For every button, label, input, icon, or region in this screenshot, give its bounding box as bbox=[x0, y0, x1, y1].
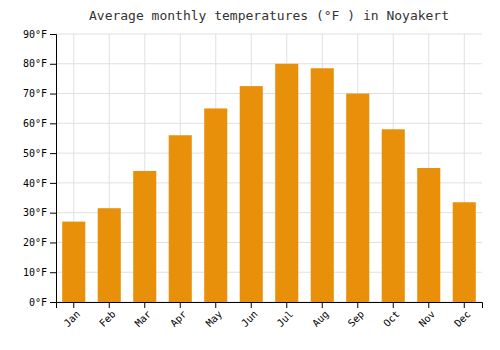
tick: Dec bbox=[452, 302, 473, 329]
tick-mark bbox=[286, 302, 287, 308]
tick-label: Jan bbox=[62, 308, 83, 329]
grid-line-y bbox=[56, 93, 482, 94]
bar bbox=[204, 108, 227, 302]
tick: Nov bbox=[417, 302, 438, 329]
bar bbox=[240, 86, 263, 302]
tick: 50°F bbox=[23, 148, 56, 159]
tick-label: Feb bbox=[97, 308, 118, 329]
tick-mark bbox=[50, 302, 56, 303]
bar bbox=[346, 94, 369, 302]
axis-line bbox=[50, 35, 57, 303]
tick: Feb bbox=[97, 302, 118, 329]
tick: Jun bbox=[239, 302, 260, 329]
tick: 10°F bbox=[23, 267, 56, 278]
tick-label: 50°F bbox=[23, 148, 47, 159]
x-axis: Jan Feb Mar Apr May Jun Jul Aug Sep Oct Nov Dec bbox=[57, 302, 483, 329]
tick-label: 0°F bbox=[29, 297, 47, 308]
tick-label: Apr bbox=[168, 308, 189, 329]
grid-line-y bbox=[56, 63, 482, 64]
bar bbox=[169, 135, 192, 302]
tick-label: Jun bbox=[239, 308, 260, 329]
axis-line bbox=[57, 303, 483, 309]
plot: 0°F 10°F 20°F 30°F 40°F 50°F 60°F 70°F 80°F 90°F J… bbox=[23, 29, 483, 329]
tick-mark bbox=[50, 213, 56, 214]
bar bbox=[275, 64, 298, 302]
tick-label: 60°F bbox=[23, 118, 47, 129]
chart: 0°F 10°F 20°F 30°F 40°F 50°F 60°F 70°F 80°F 90°F J… bbox=[0, 0, 500, 350]
tick-mark bbox=[428, 302, 429, 308]
tick: Jan bbox=[62, 302, 83, 329]
tick-label: Sep bbox=[346, 308, 367, 329]
tick-mark bbox=[109, 302, 110, 308]
bar bbox=[382, 129, 405, 302]
tick: Jul bbox=[275, 302, 296, 329]
tick-mark bbox=[215, 302, 216, 308]
tick: 80°F bbox=[23, 58, 56, 69]
tick-mark bbox=[50, 272, 56, 273]
grid bbox=[56, 34, 482, 302]
tick: 30°F bbox=[23, 207, 56, 218]
tick: Aug bbox=[310, 302, 331, 329]
tick: 70°F bbox=[23, 88, 56, 99]
tick-mark bbox=[50, 242, 56, 243]
tick-mark bbox=[393, 302, 394, 308]
tick-mark bbox=[144, 302, 145, 308]
bar bbox=[453, 202, 476, 302]
tick: 0°F bbox=[29, 297, 56, 308]
tick-mark bbox=[50, 183, 56, 184]
tick-mark bbox=[322, 302, 323, 308]
grid-line-y bbox=[56, 153, 482, 154]
tick-label: 10°F bbox=[23, 267, 47, 278]
tick-label: Aug bbox=[310, 308, 331, 329]
tick: Apr bbox=[168, 302, 189, 329]
tick-label: 30°F bbox=[23, 207, 47, 218]
tick-label: Oct bbox=[381, 308, 402, 329]
tick-label: 40°F bbox=[23, 178, 47, 189]
tick: 60°F bbox=[23, 118, 56, 129]
tick-mark bbox=[251, 302, 252, 308]
tick-mark bbox=[50, 153, 56, 154]
tick: 40°F bbox=[23, 178, 56, 189]
bar bbox=[98, 208, 121, 302]
bar bbox=[62, 222, 85, 302]
y-axis: 0°F 10°F 20°F 30°F 40°F 50°F 60°F 70°F 80°F 90°F bbox=[23, 29, 57, 308]
tick-mark bbox=[50, 123, 56, 124]
tick-label: 90°F bbox=[23, 29, 47, 40]
grid-line-y bbox=[56, 34, 482, 35]
tick-mark bbox=[50, 64, 56, 65]
tick: 20°F bbox=[23, 237, 56, 248]
tick-label: May bbox=[204, 308, 225, 329]
tick-mark bbox=[464, 302, 465, 308]
tick-mark bbox=[50, 34, 56, 35]
tick: Sep bbox=[346, 302, 367, 329]
tick-mark bbox=[50, 94, 56, 95]
tick: Oct bbox=[381, 302, 402, 329]
tick-label: 20°F bbox=[23, 237, 47, 248]
tick-label: 70°F bbox=[23, 88, 47, 99]
tick-mark bbox=[73, 302, 74, 308]
bar bbox=[311, 68, 334, 302]
grid-line-y bbox=[56, 123, 482, 124]
tick: Mar bbox=[133, 302, 154, 329]
tick-label: Jul bbox=[275, 308, 296, 329]
bar bbox=[417, 168, 440, 302]
title: Average monthly temperatures (°F ) in No… bbox=[89, 8, 449, 23]
tick-label: Mar bbox=[133, 308, 154, 329]
tick-mark bbox=[180, 302, 181, 308]
tick: 90°F bbox=[23, 29, 56, 40]
tick-mark bbox=[357, 302, 358, 308]
bar bbox=[133, 171, 156, 302]
tick-label: 80°F bbox=[23, 58, 47, 69]
tick-label: Dec bbox=[452, 308, 473, 329]
tick: May bbox=[204, 302, 225, 329]
tick-label: Nov bbox=[417, 308, 438, 329]
bars bbox=[62, 64, 476, 302]
